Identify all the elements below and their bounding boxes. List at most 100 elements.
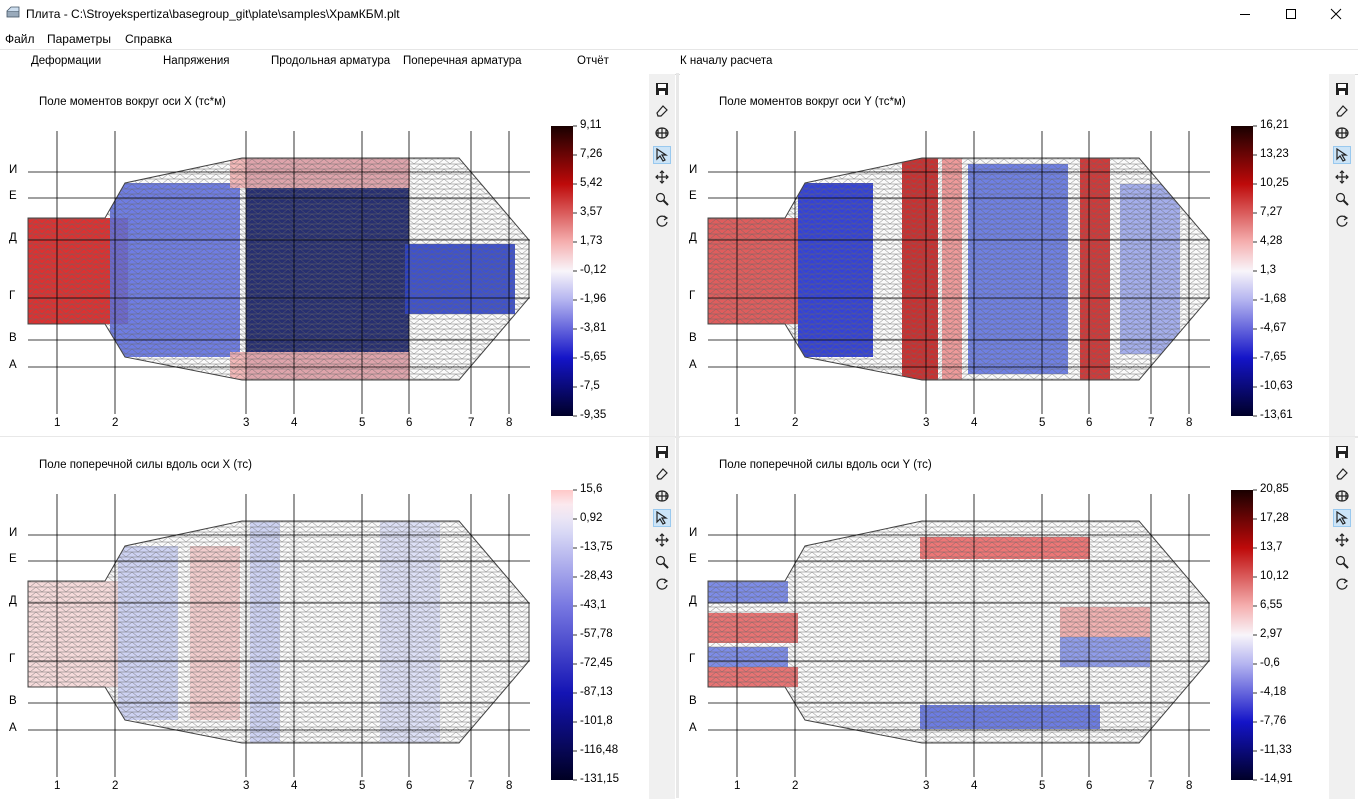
scale-value: -13,75 (580, 541, 613, 553)
axis-row-label: Д (689, 232, 697, 244)
scale-value: -72,45 (580, 657, 613, 669)
save-tool-button[interactable] (653, 80, 671, 98)
axis-col-label: 8 (1186, 417, 1193, 429)
panel-title: Поле моментов вокруг оси Y (тс*м) (719, 96, 906, 108)
menu-help[interactable]: Справка (125, 32, 173, 46)
zoom-tool-button[interactable] (653, 553, 671, 571)
maximize-button[interactable] (1268, 0, 1314, 28)
tab-restart-calculation[interactable]: К началу расчета (680, 55, 773, 67)
axis-row-label: А (9, 722, 17, 734)
zoom-tool-button[interactable] (1333, 553, 1351, 571)
menu-parameters[interactable]: Параметры (47, 32, 111, 46)
color-scale-bar (1231, 490, 1253, 780)
field-plot[interactable] (0, 437, 645, 799)
scale-value: 10,12 (1260, 570, 1289, 582)
reset-view-tool-button[interactable] (1333, 212, 1351, 230)
axis-col-label: 1 (54, 780, 61, 792)
fe-mesh (28, 158, 529, 380)
minimize-button[interactable] (1222, 0, 1268, 28)
scale-value: 17,28 (1260, 512, 1289, 524)
plot-tools (1329, 74, 1355, 436)
menu-file[interactable]: Файл (5, 32, 35, 46)
move-tool-button[interactable] (653, 531, 671, 549)
pointer-icon (1336, 148, 1348, 162)
axis-col-label: 4 (291, 780, 298, 792)
reset-view-icon (1336, 578, 1349, 590)
grid-tool-button[interactable] (653, 487, 671, 505)
field-plot[interactable] (680, 437, 1325, 799)
save-tool-button[interactable] (653, 443, 671, 461)
tab-stresses[interactable]: Напряжения (163, 55, 230, 67)
field-plot[interactable] (0, 74, 645, 436)
scale-value: -3,81 (580, 322, 607, 334)
axis-row-label: И (9, 164, 18, 176)
axis-col-label: 6 (406, 417, 413, 429)
zoom-tool-button[interactable] (653, 190, 671, 208)
horizontal-splitter[interactable] (0, 436, 1358, 438)
axis-col-label: 2 (792, 417, 799, 429)
move-tool-button[interactable] (1333, 531, 1351, 549)
scale-value: 2,97 (1260, 628, 1283, 640)
pointer-tool-button[interactable] (1333, 146, 1351, 164)
save-icon (1336, 446, 1348, 458)
eraser-tool-button[interactable] (653, 465, 671, 483)
grid-icon (655, 490, 669, 502)
axis-col-label: 2 (112, 780, 119, 792)
axis-col-label: 5 (359, 417, 366, 429)
eraser-tool-button[interactable] (1333, 465, 1351, 483)
axis-row-label: И (9, 527, 18, 539)
grid-icon (1335, 490, 1349, 502)
axis-row-label: А (689, 722, 697, 734)
scale-value: -5,65 (580, 351, 607, 363)
zoom-tool-button[interactable] (1333, 190, 1351, 208)
move-tool-button[interactable] (1333, 168, 1351, 186)
scale-value: 5,42 (580, 177, 603, 189)
scale-value: -13,61 (1260, 409, 1293, 421)
scale-value: -7,65 (1260, 351, 1287, 363)
pointer-tool-button[interactable] (653, 146, 671, 164)
axis-col-label: 1 (734, 780, 741, 792)
tab-transverse-reinforcement[interactable]: Поперечная арматура (403, 55, 522, 67)
save-tool-button[interactable] (1333, 443, 1351, 461)
scale-value: -131,15 (580, 773, 620, 785)
pointer-tool-button[interactable] (1333, 509, 1351, 527)
reset-view-tool-button[interactable] (653, 575, 671, 593)
reset-view-tool-button[interactable] (1333, 575, 1351, 593)
eraser-tool-button[interactable] (1333, 102, 1351, 120)
axis-row-label: Е (9, 190, 17, 202)
axis-col-label: 7 (468, 780, 475, 792)
grid-tool-button[interactable] (1333, 124, 1351, 142)
close-icon (1330, 8, 1342, 20)
eraser-icon (656, 468, 668, 480)
vertical-splitter[interactable] (676, 73, 679, 798)
color-scale-bar (1231, 126, 1253, 416)
close-button[interactable] (1313, 0, 1358, 28)
axis-row-label: Г (689, 653, 696, 665)
tab-longitudinal-reinforcement[interactable]: Продольная арматура (271, 55, 391, 67)
tab-report[interactable]: Отчёт (577, 55, 609, 67)
save-icon (656, 83, 668, 95)
save-icon (656, 446, 668, 458)
pointer-icon (656, 148, 668, 162)
axis-col-label: 5 (1039, 780, 1046, 792)
grid-tool-button[interactable] (1333, 487, 1351, 505)
axis-col-label: 6 (406, 780, 413, 792)
axis-row-label: Е (689, 553, 697, 565)
save-tool-button[interactable] (1333, 80, 1351, 98)
pointer-tool-button[interactable] (653, 509, 671, 527)
move-tool-button[interactable] (653, 168, 671, 186)
axis-col-label: 4 (291, 417, 298, 429)
plot-tools (1329, 437, 1355, 799)
grid-icon (1335, 127, 1349, 139)
field-plot[interactable] (680, 74, 1325, 436)
axis-row-label: Г (689, 290, 696, 302)
eraser-tool-button[interactable] (653, 102, 671, 120)
axis-row-label: В (689, 695, 697, 707)
grid-tool-button[interactable] (653, 124, 671, 142)
tab-deformations[interactable]: Деформации (31, 55, 102, 67)
axis-row-label: Д (689, 595, 697, 607)
zoom-icon (655, 192, 669, 206)
menu-bar: Файл Параметры Справка (0, 30, 1358, 48)
reset-view-tool-button[interactable] (653, 212, 671, 230)
axis-row-label: Г (9, 653, 16, 665)
